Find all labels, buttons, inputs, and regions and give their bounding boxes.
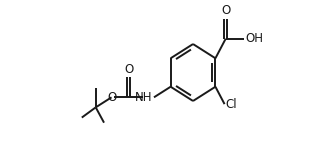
Text: Cl: Cl: [226, 98, 237, 111]
Text: O: O: [107, 91, 116, 104]
Text: O: O: [221, 4, 230, 17]
Text: NH: NH: [135, 91, 153, 104]
Text: OH: OH: [245, 32, 263, 45]
Text: O: O: [124, 63, 134, 76]
